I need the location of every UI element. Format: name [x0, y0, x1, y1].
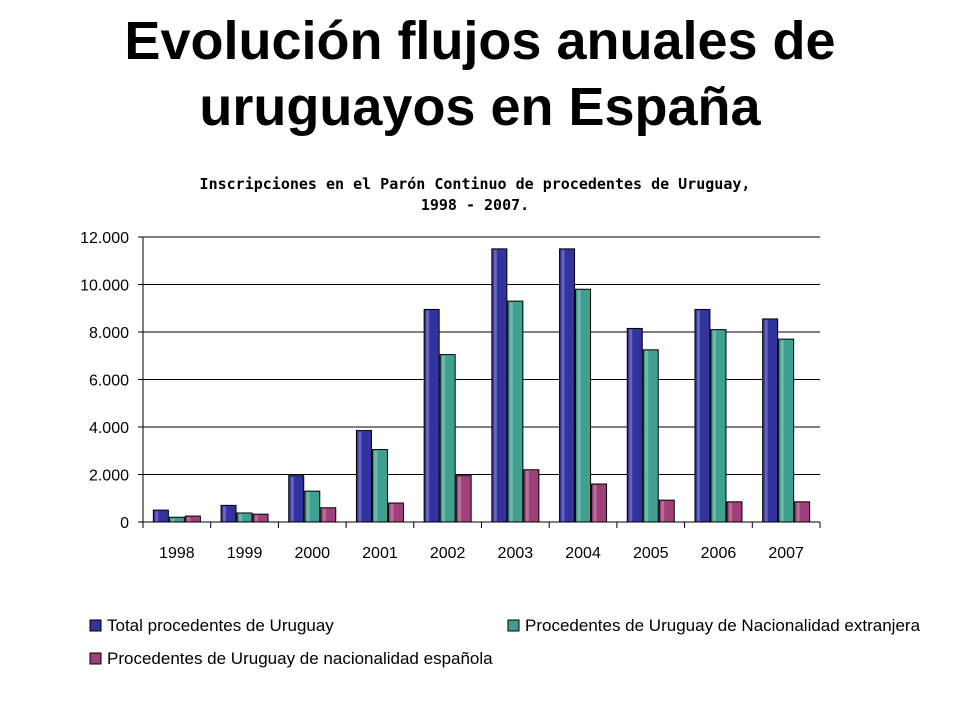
bar-highlight	[255, 515, 259, 522]
x-tick-label: 2005	[633, 545, 669, 562]
bar-highlight	[426, 310, 430, 522]
legend-swatch-s3	[89, 652, 102, 665]
bar-highlight	[390, 504, 394, 522]
bar-highlight	[661, 501, 665, 522]
bar-highlight	[493, 249, 497, 522]
bar-highlight	[728, 502, 732, 522]
y-tick-label: 6.000	[89, 373, 129, 390]
slide-title-line1: Evolución flujos anuales de	[124, 11, 836, 71]
slide-title: Evolución flujos anuales de uruguayos en…	[0, 8, 960, 140]
bar-highlight	[525, 470, 529, 522]
x-tick-label: 2003	[498, 545, 534, 562]
x-tick-label: 2001	[362, 545, 398, 562]
bar-highlight	[442, 355, 446, 522]
bar-highlight	[171, 518, 175, 522]
x-tick-label: 1999	[227, 545, 263, 562]
legend-label-s1: Total procedentes de Uruguay	[107, 616, 334, 635]
bar-highlight	[239, 513, 243, 522]
chart-title-line1: Inscripciones en el Parón Continuo de pr…	[200, 175, 751, 193]
bar-highlight	[509, 302, 513, 522]
bar-highlight	[712, 330, 716, 522]
legend-label-s3: Procedentes de Uruguay de nacionalidad e…	[107, 649, 493, 668]
bar-highlight	[223, 506, 227, 522]
bars	[152, 248, 811, 523]
bar-highlight	[780, 340, 784, 522]
legend-swatch-s1	[89, 619, 102, 632]
y-axis-ticks: 0 2.000 4.000 6.000 8.000 10.000 12.000	[80, 230, 143, 532]
legend-label-s2: Procedentes de Uruguay de Nacionalidad e…	[525, 616, 921, 635]
y-tick-label: 2.000	[89, 468, 129, 485]
bar-highlight	[796, 502, 800, 522]
bar-highlight	[629, 329, 633, 522]
bar-highlight	[374, 450, 378, 522]
x-tick-label: 2006	[701, 545, 737, 562]
chart-title-line2: 1998 - 2007.	[421, 196, 529, 214]
bar-highlight	[458, 476, 462, 522]
legend-swatch-s2	[507, 619, 520, 632]
x-tick-label: 2004	[565, 545, 601, 562]
x-axis-ticks: 1998 1999 2000 2001 2002 2003 2004 2005 2006 2007	[142, 522, 821, 562]
bar-highlight	[155, 511, 159, 522]
bar-highlight	[577, 290, 581, 522]
bar-highlight	[593, 485, 597, 522]
bar-highlight	[306, 492, 310, 522]
bar-highlight	[561, 249, 565, 522]
bar-highlight	[290, 476, 294, 522]
y-tick-label: 4.000	[89, 420, 129, 437]
slide-title-line2: uruguayos en España	[199, 77, 761, 137]
bar-highlight	[322, 508, 326, 522]
bar-highlight	[696, 310, 700, 522]
y-tick-label: 0	[120, 515, 129, 532]
y-tick-label: 8.000	[89, 325, 129, 342]
legend: Total procedentes de Uruguay Procedentes …	[89, 616, 921, 668]
x-tick-label: 2000	[294, 545, 330, 562]
bar-highlight	[645, 350, 649, 522]
y-tick-label: 12.000	[80, 230, 129, 247]
bar-highlight	[764, 319, 768, 522]
bar-highlight	[187, 517, 191, 522]
bar-highlight	[358, 431, 362, 522]
x-tick-label: 1998	[159, 545, 195, 562]
x-tick-label: 2002	[430, 545, 466, 562]
y-tick-label: 10.000	[80, 278, 129, 295]
x-tick-label: 2007	[768, 545, 804, 562]
